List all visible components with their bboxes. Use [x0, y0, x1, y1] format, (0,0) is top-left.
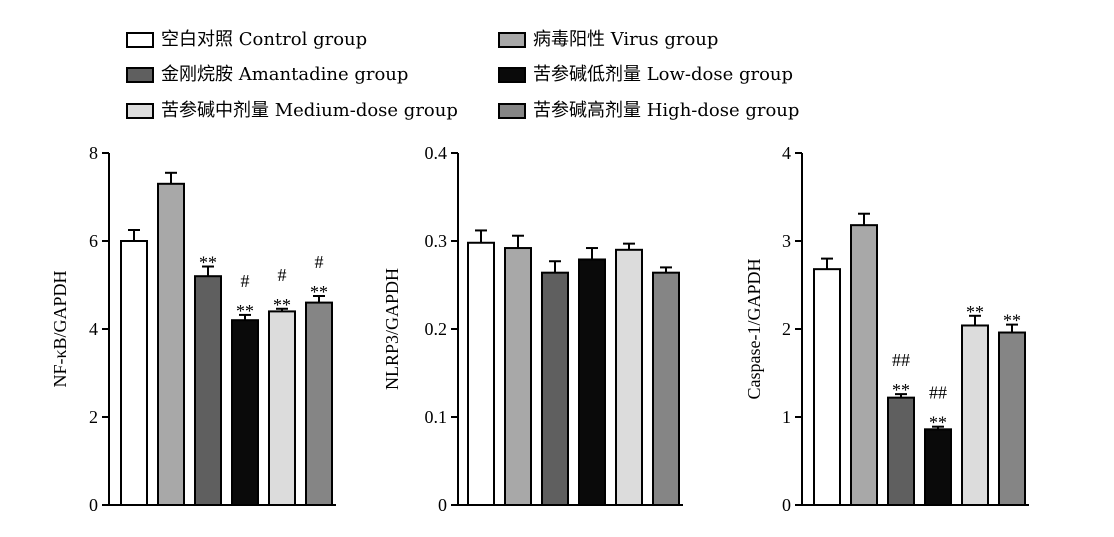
chart2-y-axis-label: NLRP3/GAPDH — [382, 268, 402, 390]
chart2-bar — [504, 247, 532, 506]
legend-swatch-virus — [498, 32, 526, 48]
chart3-y-tick-label: 4 — [782, 143, 791, 163]
legend-item-control: 空白对照 Control group — [126, 29, 367, 51]
chart3-significance-label: ## — [929, 383, 947, 403]
chart1-bar — [194, 275, 222, 507]
legend-label-virus: 病毒阳性 Virus group — [533, 29, 719, 50]
chart2-y-tick-label: 0.2 — [425, 319, 448, 339]
chart1-significance-label: ** — [199, 253, 217, 273]
chart3-bar — [924, 428, 952, 507]
chart2-y-tick-label: 0.4 — [425, 143, 448, 163]
chart3-bar — [961, 324, 989, 507]
legend-item-virus: 病毒阳性 Virus group — [498, 29, 718, 51]
legend-item-low-dose: 苦参碱低剂量 Low-dose group — [498, 64, 793, 86]
legend: 空白对照 Control group 病毒阳性 Virus group 金刚烷胺… — [126, 26, 886, 136]
chart2-y-tick-label: 0.3 — [425, 231, 448, 251]
chart3-y-tick-label: 0 — [782, 495, 791, 515]
chart2-y-tick-label: 0.1 — [425, 407, 448, 427]
legend-label-amantadine: 金刚烷胺 Amantadine group — [161, 64, 409, 85]
chart1-bar — [305, 301, 333, 506]
legend-swatch-low-dose — [498, 67, 526, 83]
legend-item-high-dose: 苦参碱高剂量 High-dose group — [498, 100, 799, 122]
legend-swatch-amantadine — [126, 67, 154, 83]
chart1-significance-label: # — [241, 271, 250, 291]
chart2-bar — [467, 241, 495, 506]
chart2-bar — [578, 258, 606, 507]
legend-swatch-control — [126, 32, 154, 48]
chart1-bar — [157, 182, 185, 507]
chart3-y-tick-label: 1 — [782, 407, 791, 427]
chart1-significance-label: # — [278, 265, 287, 285]
chart3-bar — [998, 331, 1026, 506]
chart1-y-tick-label: 4 — [89, 319, 98, 339]
chart2-bar — [541, 271, 569, 506]
chart3-y-tick-label: 2 — [782, 319, 791, 339]
chart2-y-tick-label: 0 — [438, 495, 447, 515]
legend-label-low-dose: 苦参碱低剂量 Low-dose group — [533, 64, 794, 85]
chart3-significance-label: ## — [892, 350, 910, 370]
chart1-bar — [120, 240, 148, 506]
legend-label-control: 空白对照 Control group — [161, 29, 368, 50]
chart3-significance-label: ** — [929, 413, 947, 433]
chart1-significance-label: ** — [273, 295, 291, 315]
chart2-bar — [652, 271, 680, 506]
chart2-bar — [615, 248, 643, 506]
chart1-bar — [231, 319, 259, 507]
chart3-y-tick-label: 3 — [782, 231, 791, 251]
legend-label-medium-dose: 苦参碱中剂量 Medium-dose group — [161, 100, 458, 121]
chart3-y-axis-label: Caspase-1/GAPDH — [744, 259, 764, 400]
chart1-y-tick-label: 2 — [89, 407, 98, 427]
chart1-y-tick-label: 8 — [89, 143, 98, 163]
chart1-significance-label: # — [315, 252, 324, 272]
chart3-bar — [813, 268, 841, 506]
chart1-y-axis-label: NF-κB/GAPDH — [50, 270, 70, 387]
legend-label-high-dose: 苦参碱高剂量 High-dose group — [533, 100, 800, 121]
chart1-bar — [268, 310, 296, 506]
legend-swatch-high-dose — [498, 103, 526, 119]
chart1-y-tick-label: 6 — [89, 231, 98, 251]
legend-item-medium-dose: 苦参碱中剂量 Medium-dose group — [126, 100, 458, 122]
chart3-significance-label: ** — [892, 380, 910, 400]
chart3-significance-label: ** — [1003, 311, 1021, 331]
chart1-y-tick-label: 0 — [89, 495, 98, 515]
chart3-bar — [850, 224, 878, 506]
legend-swatch-medium-dose — [126, 103, 154, 119]
chart3-bar — [887, 396, 915, 507]
chart1-significance-label: ** — [310, 282, 328, 302]
chart1-significance-label: ** — [236, 301, 254, 321]
chart3-significance-label: ** — [966, 302, 984, 322]
legend-item-amantadine: 金刚烷胺 Amantadine group — [126, 64, 408, 86]
